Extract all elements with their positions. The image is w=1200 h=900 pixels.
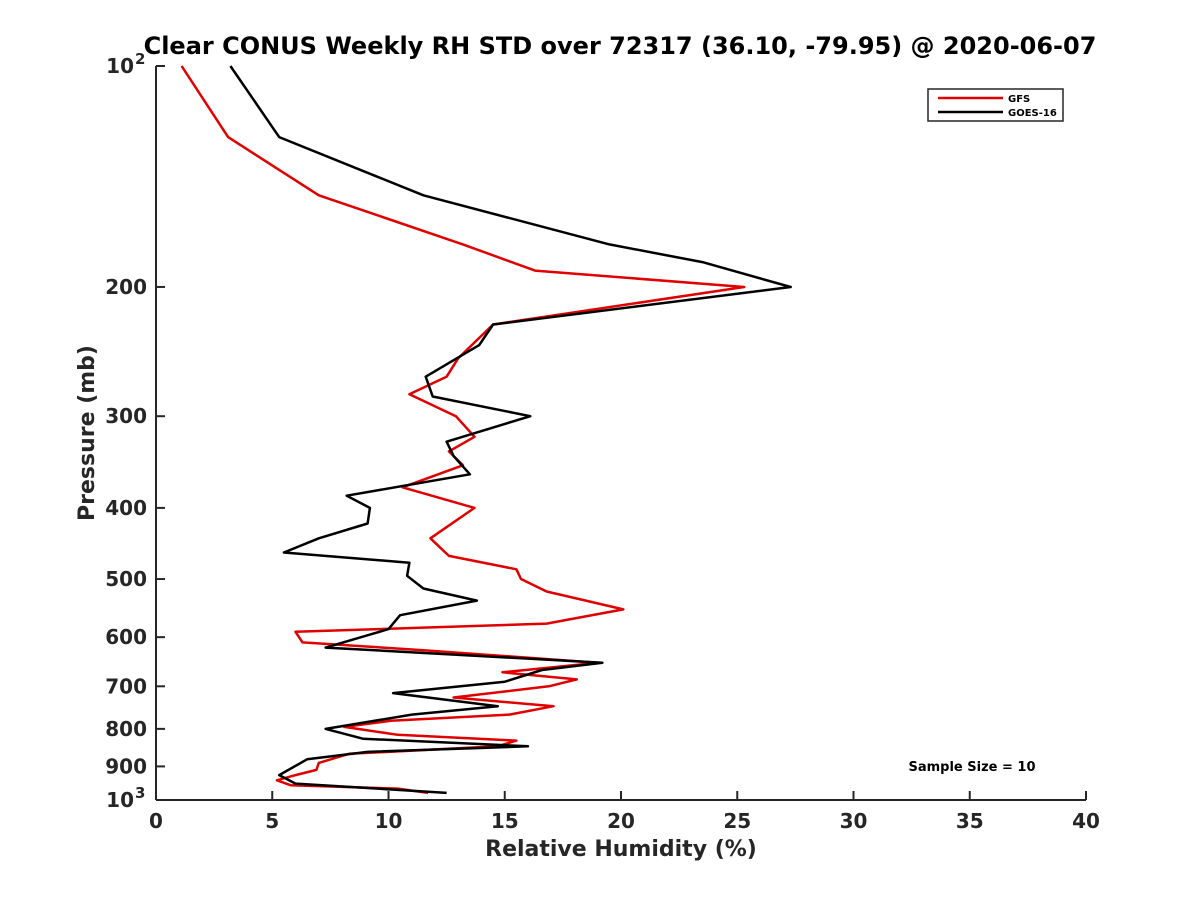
legend-label-gfs: GFS <box>1008 94 1030 105</box>
y-tick-label: 500 <box>105 567 147 591</box>
y-tick-label: 700 <box>105 674 147 698</box>
y-tick-label: 10 <box>106 54 134 78</box>
x-ticks: 0 5 10 15 20 25 30 35 40 <box>149 791 1100 833</box>
y-tick-exponent: 2 <box>135 50 145 68</box>
x-tick-label: 25 <box>723 809 751 833</box>
y-axis-label: Pressure (mb) <box>75 345 100 521</box>
legend-items: GFS GOES-16 <box>938 94 1057 119</box>
sample-size-annotation: Sample Size = 10 <box>908 760 1035 775</box>
axes-frame <box>155 66 1086 801</box>
x-axis-label: Relative Humidity (%) <box>485 837 757 862</box>
y-tick-label: 800 <box>105 717 147 741</box>
y-tick-exponent: 3 <box>135 784 145 802</box>
x-tick-label: 5 <box>265 809 279 833</box>
x-tick-label: 35 <box>956 809 984 833</box>
series-layer <box>180 65 792 795</box>
legend-box <box>927 88 1064 122</box>
x-tick-label: 15 <box>491 809 519 833</box>
series-line-gfs <box>180 65 746 795</box>
chart-title: Clear CONUS Weekly RH STD over 72317 (36… <box>144 32 1097 60</box>
x-tick-label: 0 <box>149 809 163 833</box>
x-tick-label: 40 <box>1072 809 1100 833</box>
y-tick-label: 300 <box>105 404 147 428</box>
y-tick-label: 600 <box>105 625 147 649</box>
y-tick-label: 900 <box>105 754 147 778</box>
series-line-goes-16 <box>229 65 792 795</box>
x-tick-label: 30 <box>840 809 868 833</box>
legend: GFS GOES-16 <box>927 88 1064 122</box>
x-tick-label: 10 <box>375 809 403 833</box>
x-tick-label: 20 <box>607 809 635 833</box>
y-tick-label: 10 <box>106 788 134 812</box>
y-tick-label: 200 <box>105 275 147 299</box>
y-tick-label: 400 <box>105 496 147 520</box>
legend-label-goes-16: GOES-16 <box>1008 108 1057 119</box>
